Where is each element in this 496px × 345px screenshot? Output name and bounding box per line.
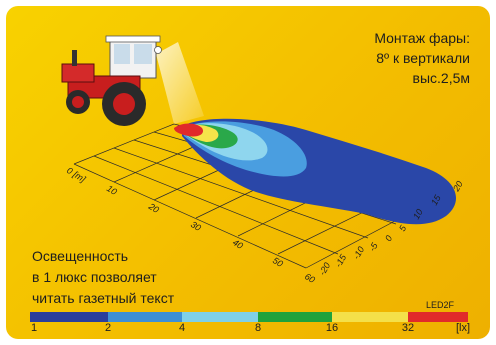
svg-text:20: 20 [451,179,465,194]
illuminance-caption: Освещенность в 1 люкс позволяет читать г… [32,246,174,309]
svg-text:30: 30 [189,219,203,233]
svg-text:-10: -10 [351,245,366,261]
svg-text:-20: -20 [317,261,332,277]
svg-text:10: 10 [411,207,425,221]
caption-line-1: Освещенность [32,248,129,264]
svg-text:20: 20 [146,201,161,215]
mounting-info: Монтаж фары: 8º к вертикали выс.2,5м [374,28,470,88]
light-beam [156,42,204,124]
x-axis-unit-label: 0 [m] [65,165,88,184]
svg-text:-15: -15 [333,252,349,269]
scale-unit: [lx] [456,322,471,334]
svg-text:5: 5 [397,223,409,233]
svg-text:10: 10 [105,183,119,197]
svg-text:50: 50 [271,255,285,269]
isolux-32lx [174,123,204,137]
scale-segment-1-2 [30,312,108,322]
tractor-illustration [61,35,162,126]
scale-tick-1: 1 [30,322,38,334]
mounting-height: выс.2,5м [412,70,470,86]
mounting-angle: 8º к вертикали [376,50,470,66]
svg-text:60: 60 [303,271,317,285]
scale-tick-4: 4 [178,322,186,334]
scale-tick-32: 32 [401,322,415,334]
svg-text:40: 40 [231,237,245,251]
svg-text:0: 0 [383,234,394,243]
caption-line-3: читать газетный текст [32,290,175,306]
light-distribution-diagram: 0 [m] 10 20 30 40 50 60 -20 -15 -10 -5 0… [61,35,465,285]
scale-segment-16-32 [332,312,408,322]
model-label: LED2F [426,300,455,310]
scale-segment-2-4 [108,312,182,322]
scale-segment-32 [408,312,468,322]
work-lamp-icon [154,46,162,54]
mounting-title: Монтаж фары: [374,30,470,46]
light-distribution-card: 0 [m] 10 20 30 40 50 60 -20 -15 -10 -5 0… [6,6,490,339]
scale-tick-8: 8 [254,322,262,334]
scale-tick-2: 2 [104,322,112,334]
scale-tick-16: 16 [325,322,339,334]
scale-segment-8-16 [258,312,332,322]
scale-segment-4-8 [182,312,258,322]
svg-text:-5: -5 [367,240,380,253]
caption-line-2: в 1 люкс позволяет [32,269,157,285]
